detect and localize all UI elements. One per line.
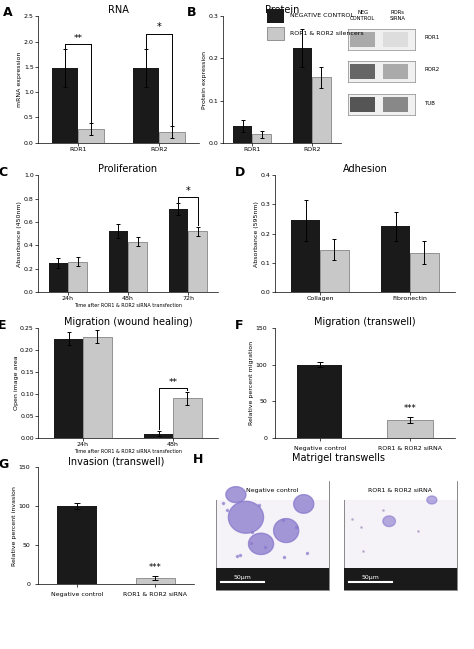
Bar bbox=[144, 434, 173, 438]
Text: NEG
CONTROL: NEG CONTROL bbox=[350, 10, 375, 21]
Bar bbox=[68, 262, 87, 292]
Bar bbox=[350, 97, 375, 112]
Text: ROR1: ROR1 bbox=[424, 35, 439, 40]
Bar bbox=[350, 32, 375, 47]
Bar bbox=[133, 68, 159, 143]
Y-axis label: Relative percent invasion: Relative percent invasion bbox=[12, 485, 17, 566]
Text: RORs
SiRNA: RORs SiRNA bbox=[390, 10, 406, 21]
X-axis label: Time after ROR1 & ROR2 siRNA transfection: Time after ROR1 & ROR2 siRNA transfectio… bbox=[74, 448, 182, 454]
Polygon shape bbox=[427, 496, 437, 504]
Bar bbox=[233, 126, 252, 143]
Bar bbox=[188, 231, 207, 292]
Y-axis label: Open image area: Open image area bbox=[14, 356, 18, 410]
Polygon shape bbox=[248, 533, 273, 554]
Text: B: B bbox=[187, 6, 197, 19]
Text: *: * bbox=[156, 23, 161, 32]
Bar bbox=[410, 252, 439, 292]
Text: *: * bbox=[186, 186, 191, 196]
Bar bbox=[311, 77, 330, 143]
Bar bbox=[216, 482, 329, 500]
Bar bbox=[83, 337, 112, 438]
Title: Invasion (transwell): Invasion (transwell) bbox=[68, 456, 164, 467]
Bar bbox=[159, 132, 184, 143]
Bar bbox=[297, 365, 342, 438]
Bar bbox=[383, 97, 409, 112]
Text: TUB: TUB bbox=[424, 101, 435, 106]
Bar bbox=[169, 209, 188, 292]
Bar bbox=[291, 221, 320, 292]
Bar bbox=[136, 578, 175, 584]
Polygon shape bbox=[294, 495, 314, 513]
Text: Negative control: Negative control bbox=[246, 488, 299, 493]
Text: C: C bbox=[0, 166, 8, 179]
Bar bbox=[57, 506, 97, 584]
Title: Proliferation: Proliferation bbox=[99, 164, 157, 175]
Bar bbox=[350, 64, 375, 79]
Text: ***: *** bbox=[404, 404, 416, 413]
Bar bbox=[344, 482, 457, 591]
Text: G: G bbox=[0, 458, 9, 471]
Bar bbox=[383, 64, 409, 79]
Bar bbox=[252, 134, 271, 143]
Y-axis label: Absorbance (450nm): Absorbance (450nm) bbox=[18, 201, 22, 267]
Bar bbox=[216, 568, 329, 591]
Text: ***: *** bbox=[149, 563, 162, 572]
Bar bbox=[78, 129, 104, 143]
Bar bbox=[344, 568, 457, 591]
Y-axis label: mRNA expression: mRNA expression bbox=[18, 52, 22, 107]
Text: NEGATIVE CONTROL: NEGATIVE CONTROL bbox=[290, 13, 354, 18]
Polygon shape bbox=[228, 501, 264, 533]
Title: Matrigel transwells: Matrigel transwells bbox=[292, 453, 385, 463]
Bar bbox=[49, 263, 68, 292]
Bar bbox=[267, 9, 284, 23]
Bar bbox=[54, 339, 83, 438]
Bar bbox=[173, 398, 202, 438]
Text: H: H bbox=[193, 454, 203, 467]
Y-axis label: Protein expression: Protein expression bbox=[202, 51, 207, 108]
Title: RNA: RNA bbox=[108, 5, 129, 16]
Y-axis label: Absorbance (595nm): Absorbance (595nm) bbox=[255, 201, 259, 267]
Text: ROR1 & ROR2 siRNA: ROR1 & ROR2 siRNA bbox=[368, 488, 432, 493]
Title: Migration (transwell): Migration (transwell) bbox=[314, 317, 416, 327]
Bar bbox=[387, 420, 432, 438]
Bar bbox=[267, 27, 284, 40]
Title: Protein: Protein bbox=[265, 5, 299, 16]
Text: **: ** bbox=[74, 34, 82, 43]
Bar bbox=[216, 482, 329, 591]
Polygon shape bbox=[273, 519, 299, 543]
Text: ROR1 & ROR2 silencers: ROR1 & ROR2 silencers bbox=[290, 31, 364, 36]
Bar bbox=[109, 231, 128, 292]
Text: 50μm: 50μm bbox=[362, 575, 379, 580]
Polygon shape bbox=[383, 516, 395, 526]
Polygon shape bbox=[226, 487, 246, 502]
Text: E: E bbox=[0, 319, 7, 332]
Bar bbox=[53, 68, 78, 143]
Bar bbox=[383, 32, 409, 47]
Bar bbox=[320, 250, 349, 292]
Bar bbox=[381, 227, 410, 292]
Text: 50μm: 50μm bbox=[233, 575, 251, 580]
X-axis label: Time after ROR1 & ROR2 siRNA transfection: Time after ROR1 & ROR2 siRNA transfectio… bbox=[74, 302, 182, 308]
Text: F: F bbox=[235, 319, 244, 332]
Text: A: A bbox=[2, 6, 12, 19]
Text: ROR2: ROR2 bbox=[424, 67, 439, 72]
Title: Adhesion: Adhesion bbox=[343, 164, 387, 175]
Title: Migration (wound healing): Migration (wound healing) bbox=[64, 317, 192, 327]
Y-axis label: Relative percent migration: Relative percent migration bbox=[249, 341, 254, 425]
Text: D: D bbox=[235, 166, 246, 179]
Text: **: ** bbox=[169, 378, 177, 387]
Bar bbox=[292, 48, 311, 143]
Bar bbox=[344, 482, 457, 500]
Bar bbox=[128, 242, 147, 292]
